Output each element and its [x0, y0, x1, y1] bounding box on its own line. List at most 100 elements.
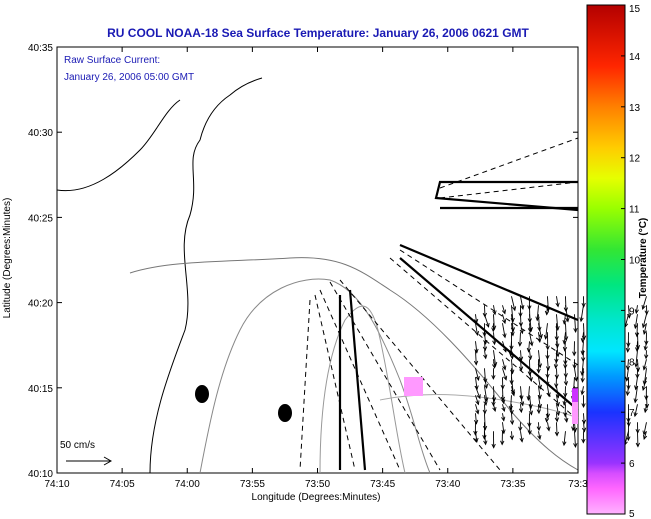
- station-marker: [278, 404, 292, 422]
- radar-sector-outline: [434, 180, 579, 212]
- current-vector-arrow: [519, 395, 525, 407]
- current-vector-arrow: [475, 395, 480, 406]
- current-vector-arrow: [563, 377, 569, 387]
- current-vector-arrow: [502, 323, 507, 339]
- current-vector-arrow: [501, 395, 506, 405]
- current-vector-arrow: [554, 413, 560, 423]
- coastline: [149, 77, 263, 474]
- current-vector-arrow: [579, 305, 584, 323]
- current-vector-arrow: [475, 368, 480, 382]
- current-vector-arrow: [644, 350, 649, 360]
- current-vector-arrow: [492, 404, 497, 413]
- colorbar-tick-label: 8: [629, 357, 635, 368]
- colorbar-tick-label: 13: [629, 103, 641, 114]
- colorbar-tick-label: 15: [629, 4, 641, 15]
- radar-beam-line: [439, 137, 579, 189]
- colorbar-tick-label: 10: [629, 256, 641, 267]
- current-vector-arrow: [502, 368, 508, 381]
- x-tick-label: 73:55: [240, 479, 265, 490]
- current-vector-arrow: [581, 296, 586, 308]
- current-vector-arrow: [518, 404, 524, 414]
- y-tick-label: 40:30: [28, 128, 53, 139]
- current-vector-arrow: [641, 296, 647, 311]
- current-vector-arrow: [492, 305, 497, 316]
- current-vector-arrow: [626, 422, 631, 442]
- colorbar-tick-label: 9: [629, 306, 635, 317]
- y-tick-label: 40:20: [28, 299, 53, 310]
- current-vector-arrow: [643, 341, 648, 351]
- current-vector-arrow: [633, 314, 638, 330]
- current-vector-arrow: [500, 431, 505, 446]
- current-vector-arrow: [483, 395, 488, 406]
- current-vector-arrow: [527, 422, 532, 436]
- y-tick-label: 40:35: [28, 43, 53, 54]
- current-vector-arrow: [634, 350, 639, 368]
- x-axis-label: Longitude (Degrees:Minutes): [252, 492, 381, 503]
- colorbar-tick-label: 6: [629, 459, 635, 470]
- current-vector-arrow: [546, 386, 551, 398]
- current-vector-arrow: [573, 431, 578, 448]
- scale-arrow: 50 cm/s: [60, 440, 113, 466]
- y-axis-label: Latitude (Degrees:Minutes): [2, 198, 13, 319]
- current-vector-arrow: [501, 413, 506, 422]
- current-vector-arrow: [483, 377, 489, 389]
- current-vector-arrow: [509, 413, 515, 426]
- colorbar-tick-label: 12: [629, 154, 641, 165]
- x-tick-label: 73:50: [305, 479, 330, 490]
- current-vector-arrow: [483, 350, 488, 360]
- sst-pixel: [572, 402, 578, 424]
- current-vector-arrow: [644, 395, 650, 409]
- current-vector-arrow: [526, 341, 532, 353]
- x-tick-label: 74:00: [175, 479, 200, 490]
- current-vector-arrow: [642, 323, 647, 335]
- current-vector-arrow: [562, 431, 567, 447]
- isobath: [199, 278, 431, 474]
- current-vector-arrow: [635, 341, 640, 353]
- radar-beam-line: [299, 299, 311, 471]
- current-vector-arrow: [580, 332, 585, 343]
- y-tick-label: 40:15: [28, 384, 53, 395]
- current-vector-arrow: [528, 350, 533, 361]
- current-vector-arrow: [581, 431, 586, 444]
- current-vector-arrow: [555, 395, 560, 407]
- current-vector-arrow: [482, 422, 487, 440]
- x-tick-label: 73:3: [568, 479, 588, 490]
- current-vector-arrow: [518, 350, 524, 362]
- current-vector-arrow: [643, 404, 648, 414]
- current-vector-arrow: [502, 314, 507, 325]
- current-vector-arrow: [642, 359, 647, 371]
- current-vector-arrow: [545, 377, 550, 387]
- current-vector-arrow: [563, 368, 568, 379]
- current-vector-arrow: [536, 359, 541, 374]
- x-tick-label: 73:45: [370, 479, 395, 490]
- current-vector-arrow: [537, 431, 542, 441]
- current-vector-arrow: [509, 431, 515, 441]
- current-vector-arrow: [492, 359, 497, 369]
- current-vector-arrow: [536, 422, 541, 432]
- current-vector-arrow: [501, 305, 507, 315]
- x-tick-label: 73:40: [435, 479, 460, 490]
- sst-pixel: [572, 388, 578, 402]
- current-vector-arrow: [625, 359, 631, 371]
- current-vector-arrow: [482, 404, 487, 415]
- current-vector-arrow: [517, 332, 523, 347]
- current-vector-arrow: [482, 413, 488, 431]
- current-vector-arrow: [553, 359, 559, 370]
- current-vector-arrow: [545, 350, 550, 360]
- current-vector-arrow: [528, 404, 533, 416]
- current-vector-arrow: [554, 377, 559, 389]
- current-vector-arrow: [564, 413, 569, 423]
- current-vector-arrow: [572, 359, 577, 370]
- current-vector-arrow: [536, 404, 541, 415]
- sst-pixel-patches: [404, 377, 578, 424]
- x-tick-label: 73:35: [500, 479, 525, 490]
- current-note-line2: January 26, 2006 05:00 GMT: [64, 72, 194, 83]
- current-vector-arrow: [635, 422, 640, 434]
- coastline-north: [56, 99, 181, 192]
- current-vector-arrow: [511, 386, 516, 397]
- radar-beam-line: [329, 281, 441, 471]
- current-vector-arrow: [565, 305, 570, 323]
- current-vector-arrow: [491, 431, 496, 449]
- current-vector-arrow: [625, 341, 631, 353]
- current-vector-arrow: [641, 377, 647, 392]
